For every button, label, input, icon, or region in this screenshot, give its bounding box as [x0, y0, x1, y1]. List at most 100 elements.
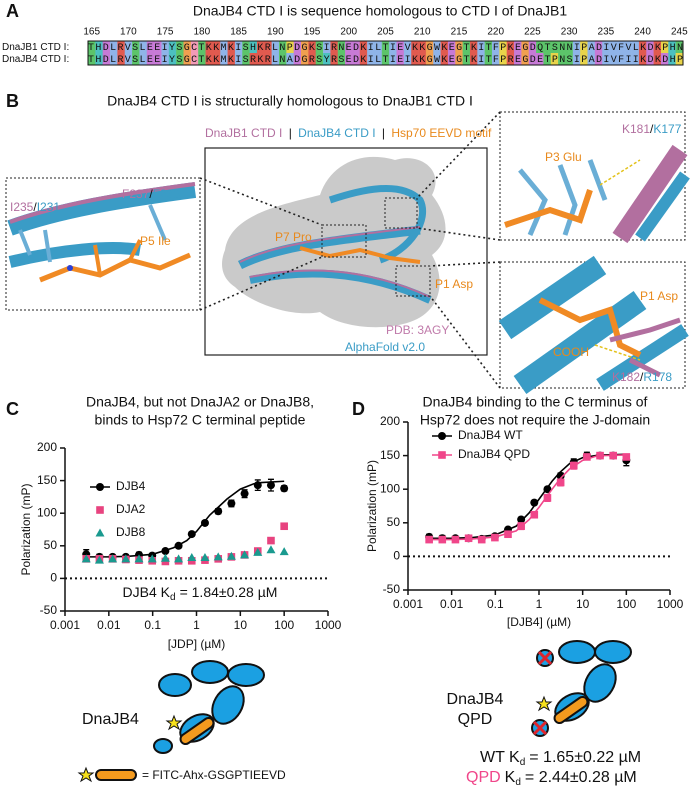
- peptide: [553, 695, 589, 725]
- structure-label: P7 Pro: [275, 230, 312, 244]
- residue-bg: [389, 41, 397, 53]
- residue-bg: [499, 53, 508, 65]
- x-tick-label: 0.1: [144, 618, 161, 632]
- fit-curve: [428, 454, 627, 541]
- peptide-stick: [299, 246, 421, 264]
- marker: [438, 535, 447, 544]
- fitc-star: [535, 695, 553, 712]
- residue-bg: [278, 53, 287, 65]
- legend-separator: |: [289, 126, 292, 140]
- residue-number: 190: [267, 27, 284, 38]
- residue-bg: [543, 41, 552, 53]
- residue-bg: [337, 41, 346, 53]
- legend-entry: DnaJB1 CTD I: [205, 126, 282, 140]
- marker: [240, 489, 249, 498]
- sequence-label: DnaJB4 CTD I:: [2, 54, 69, 65]
- residue-bg: [367, 53, 375, 65]
- y-tick-label: 200: [380, 414, 400, 428]
- residue-bg: [161, 41, 170, 53]
- kd-label: QPD Kd = 2.44±0.28 µM: [466, 769, 637, 787]
- ribbon: [328, 185, 427, 264]
- residue-bg: [411, 41, 419, 53]
- residue-bg: [440, 53, 449, 65]
- x-tick-label: 0.01: [440, 597, 464, 611]
- residue-bg: [565, 41, 574, 53]
- legend-label: DJB8: [116, 525, 146, 539]
- sequence-label: DnaJB1 CTD I:: [2, 42, 69, 53]
- residue-bg: [139, 41, 148, 53]
- residue-bg: [440, 41, 449, 53]
- marker: [569, 461, 578, 470]
- structure-label: P1 Asp: [640, 289, 678, 303]
- residue-bg: [227, 53, 236, 65]
- x-tick-label: 10: [576, 597, 590, 611]
- peptide-label: = FITC-Ahx-GSGPTIEEVD: [142, 768, 286, 782]
- marker: [174, 541, 183, 550]
- residue-bg: [168, 53, 177, 65]
- y-tick-label: 50: [44, 538, 58, 552]
- y-tick-label: 150: [37, 473, 57, 487]
- h-bond: [599, 159, 641, 186]
- marker: [253, 481, 262, 490]
- x-tick-label: 1000: [315, 618, 342, 632]
- domain: [158, 673, 192, 697]
- legend-separator: |: [382, 126, 385, 140]
- residue-bg: [132, 41, 140, 53]
- residue-bg: [536, 53, 544, 65]
- marker: [517, 515, 526, 524]
- residue-number: 225: [524, 27, 541, 38]
- marker: [543, 494, 552, 502]
- residue-bg: [550, 53, 559, 65]
- residue-number: 230: [561, 27, 578, 38]
- domain: [191, 660, 229, 684]
- residue-bg: [301, 41, 309, 53]
- residue-bg: [220, 41, 228, 53]
- residue-label: K182/R178: [612, 370, 672, 384]
- residue-bg: [198, 41, 206, 53]
- marker: [596, 451, 604, 460]
- residue-bg: [234, 41, 243, 53]
- residue-bg: [602, 53, 610, 65]
- residue-bg: [117, 41, 126, 53]
- ribbon: [612, 144, 688, 244]
- residue-bg: [286, 41, 294, 53]
- residue-bg: [220, 53, 228, 65]
- y-tick-label: 0: [393, 549, 400, 563]
- residue-bg: [176, 41, 184, 53]
- marker: [622, 453, 631, 461]
- residue-bg: [95, 41, 103, 53]
- residue-number: 200: [340, 27, 357, 38]
- residue-bg: [124, 41, 133, 53]
- y-tick-label: 100: [37, 505, 57, 519]
- residue-bg: [88, 53, 96, 65]
- residue-number: 215: [451, 27, 468, 38]
- residue-number: 185: [230, 27, 247, 38]
- marker: [213, 552, 223, 561]
- residue-bg: [205, 53, 214, 65]
- residue-bg: [256, 53, 265, 65]
- marker: [200, 518, 209, 527]
- residue-bg: [528, 41, 537, 53]
- residue-bg: [161, 53, 170, 65]
- residue-bg: [205, 41, 214, 53]
- residue-bg: [315, 53, 324, 65]
- y-tick-label: 200: [37, 440, 57, 454]
- marker: [464, 534, 473, 543]
- connector: [429, 295, 501, 389]
- marker: [187, 530, 196, 539]
- ribbon: [8, 242, 141, 268]
- residue-bg: [359, 53, 368, 65]
- panel-label: A: [6, 1, 19, 21]
- marker: [517, 522, 525, 530]
- residue-bg: [190, 53, 199, 65]
- marker: [108, 554, 118, 563]
- residue-b4: I231: [37, 200, 61, 214]
- marker: [279, 547, 289, 556]
- marker: [477, 535, 486, 544]
- peptide-stick: [504, 189, 593, 228]
- marker: [583, 453, 591, 461]
- h-bond: [594, 344, 641, 361]
- marker: [491, 533, 499, 542]
- residue-bg: [572, 41, 581, 53]
- residue-bg: [506, 41, 515, 53]
